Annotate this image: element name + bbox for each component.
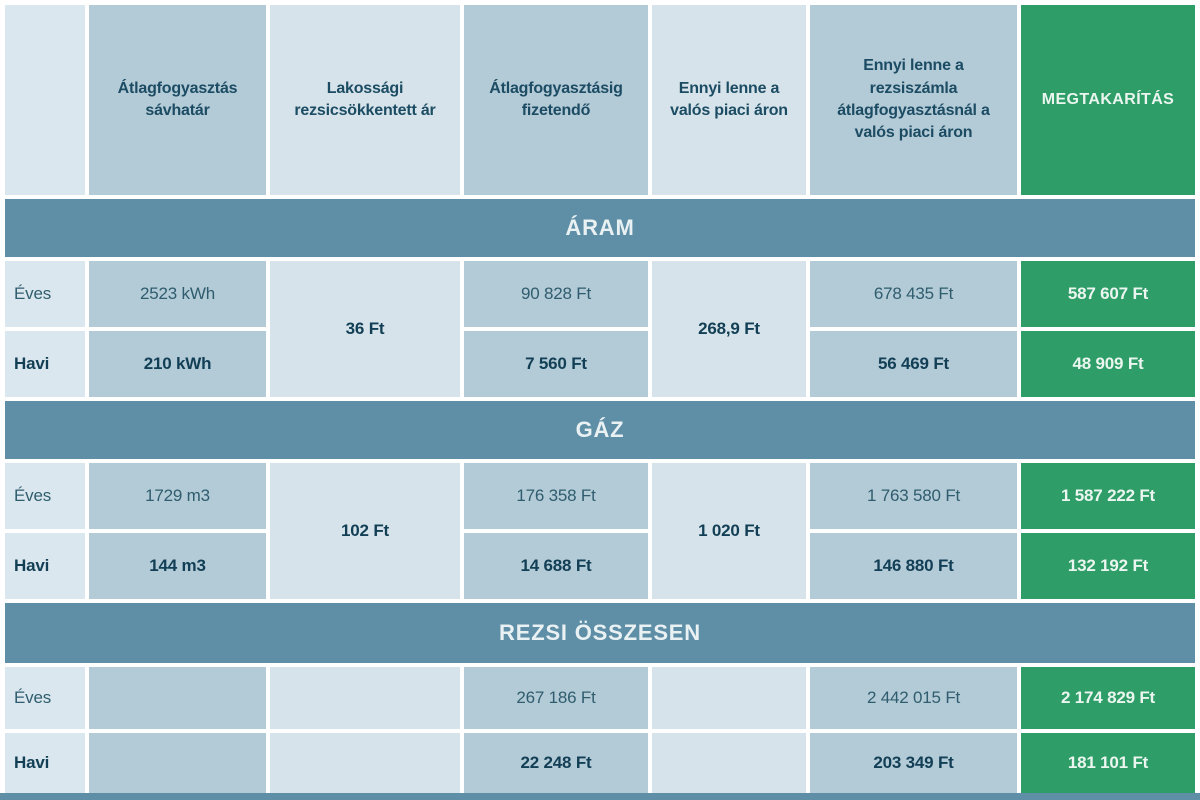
cell-electricity-yearly-savings: 587 607 Ft xyxy=(1021,261,1195,327)
cell-electricity-yearly-label: Éves xyxy=(5,261,85,327)
header-market-price: Ennyi lenne a valós piaci áron xyxy=(652,5,806,195)
cell-total-monthly-savings: 181 101 Ft xyxy=(1021,733,1195,793)
cell-electricity-yearly-payable: 90 828 Ft xyxy=(464,261,648,327)
cell-total-monthly-consumption xyxy=(89,733,266,793)
cell-gas-monthly-payable: 14 688 Ft xyxy=(464,533,648,599)
header-empty xyxy=(5,5,85,195)
cropped-next-section-bar xyxy=(0,793,1200,800)
cell-gas-yearly-payable: 176 358 Ft xyxy=(464,463,648,529)
cell-total-yearly-savings: 2 174 829 Ft xyxy=(1021,667,1195,729)
cell-total-monthly-reduced xyxy=(270,733,460,793)
cell-total-yearly-market-bill: 2 442 015 Ft xyxy=(810,667,1017,729)
cell-gas-reduced-price: 102 Ft xyxy=(270,463,460,599)
cell-total-yearly-consumption xyxy=(89,667,266,729)
cell-total-monthly-market-bill: 203 349 Ft xyxy=(810,733,1017,793)
cell-total-monthly-market-unit xyxy=(652,733,806,793)
header-bill-at-market: Ennyi lenne a rezsiszámla átlagfogyasztá… xyxy=(810,5,1017,195)
header-savings: MEGTAKARÍTÁS xyxy=(1021,5,1195,195)
cell-electricity-monthly-consumption: 210 kWh xyxy=(89,331,266,397)
cell-electricity-yearly-market-bill: 678 435 Ft xyxy=(810,261,1017,327)
cell-total-yearly-payable: 267 186 Ft xyxy=(464,667,648,729)
cell-gas-yearly-consumption: 1729 m3 xyxy=(89,463,266,529)
cell-gas-yearly-market-bill: 1 763 580 Ft xyxy=(810,463,1017,529)
cell-electricity-monthly-market-bill: 56 469 Ft xyxy=(810,331,1017,397)
cell-electricity-reduced-price: 36 Ft xyxy=(270,261,460,397)
cell-total-monthly-label: Havi xyxy=(5,733,85,793)
cell-gas-monthly-savings: 132 192 Ft xyxy=(1021,533,1195,599)
cell-electricity-market-unit-price: 268,9 Ft xyxy=(652,261,806,397)
cell-gas-monthly-market-bill: 146 880 Ft xyxy=(810,533,1017,599)
cell-gas-monthly-consumption: 144 m3 xyxy=(89,533,266,599)
cell-electricity-monthly-savings: 48 909 Ft xyxy=(1021,331,1195,397)
section-bar-gas: GÁZ xyxy=(5,401,1195,459)
cell-electricity-monthly-label: Havi xyxy=(5,331,85,397)
header-reduced-price: Lakossági rezsicsökkentett ár xyxy=(270,5,460,195)
section-bar-electricity: ÁRAM xyxy=(5,199,1195,257)
section-bar-total: REZSI ÖSSZESEN xyxy=(5,603,1195,663)
cell-total-monthly-payable: 22 248 Ft xyxy=(464,733,648,793)
cell-electricity-monthly-payable: 7 560 Ft xyxy=(464,331,648,397)
cell-total-yearly-market-unit xyxy=(652,667,806,729)
cell-gas-yearly-label: Éves xyxy=(5,463,85,529)
cell-total-yearly-label: Éves xyxy=(5,667,85,729)
header-payable: Átlagfogyasztásig fizetendő xyxy=(464,5,648,195)
cell-total-yearly-reduced xyxy=(270,667,460,729)
cell-electricity-yearly-consumption: 2523 kWh xyxy=(89,261,266,327)
cell-gas-yearly-savings: 1 587 222 Ft xyxy=(1021,463,1195,529)
header-consumption-band: Átlagfogyasztás sávhatár xyxy=(89,5,266,195)
cell-gas-market-unit-price: 1 020 Ft xyxy=(652,463,806,599)
cell-gas-monthly-label: Havi xyxy=(5,533,85,599)
